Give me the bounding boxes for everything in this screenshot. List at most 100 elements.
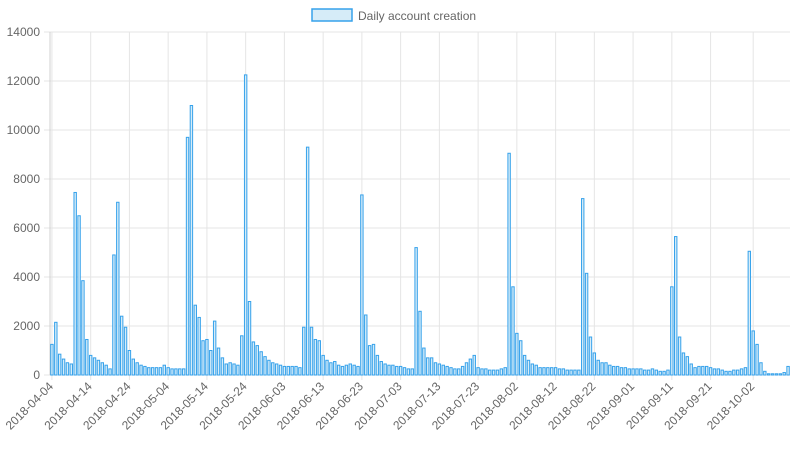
bar[interactable] [236,364,240,376]
bar[interactable] [774,373,779,376]
bar[interactable] [100,362,104,376]
bar[interactable] [751,330,755,376]
bar[interactable] [50,343,54,376]
bar[interactable] [522,354,527,376]
bar[interactable] [538,367,542,376]
bar[interactable] [364,314,368,376]
bar[interactable] [755,343,759,376]
bar[interactable] [104,364,108,376]
bar[interactable] [600,362,604,376]
bar[interactable] [228,362,232,376]
bar[interactable] [557,368,562,376]
bar[interactable] [305,146,310,376]
bar[interactable] [627,368,631,376]
bar[interactable] [371,343,376,376]
bar[interactable] [166,367,170,376]
bar[interactable] [123,326,128,376]
bar[interactable] [197,316,201,376]
bar[interactable] [495,369,500,376]
bar[interactable] [391,364,395,376]
bar[interactable] [73,191,77,376]
bar[interactable] [441,364,445,376]
bar[interactable] [542,367,546,376]
bar[interactable] [608,364,612,376]
bar[interactable] [375,354,380,376]
bar[interactable] [681,352,686,376]
bar[interactable] [728,370,732,376]
bar[interactable] [437,363,442,376]
bar[interactable] [476,367,480,376]
bar[interactable] [414,247,418,376]
bar[interactable] [325,359,329,376]
bar[interactable] [147,367,151,376]
bar[interactable] [743,367,748,376]
bar[interactable] [402,367,407,376]
bar[interactable] [697,365,701,376]
bar[interactable] [511,286,515,376]
bar[interactable] [577,369,581,376]
bar[interactable] [592,352,597,376]
bar[interactable] [282,365,287,376]
bar[interactable] [201,340,205,376]
bar[interactable] [263,356,267,376]
bar[interactable] [639,368,643,376]
bar[interactable] [302,326,306,376]
bar[interactable] [178,368,182,376]
bar[interactable] [367,345,372,376]
bar[interactable] [429,357,434,376]
bar[interactable] [96,359,101,376]
bar[interactable] [503,367,507,376]
bar[interactable] [259,351,263,376]
bar[interactable] [561,368,566,376]
bar[interactable] [685,356,690,376]
bar[interactable] [410,368,414,376]
bar[interactable] [689,363,693,376]
bar[interactable] [81,280,85,376]
bar[interactable] [666,369,670,376]
bar[interactable] [232,363,236,376]
bar[interactable] [507,152,511,376]
bar[interactable] [216,347,221,376]
bar[interactable] [395,365,399,376]
bar[interactable] [88,354,93,376]
bar[interactable] [243,74,248,376]
bar[interactable] [251,341,256,376]
bar[interactable] [445,365,449,376]
bar[interactable] [329,362,333,376]
bar[interactable] [623,367,628,376]
bar[interactable] [77,215,81,376]
bar[interactable] [127,350,132,376]
bar[interactable] [736,369,740,376]
bar[interactable] [170,368,174,376]
bar[interactable] [317,340,321,376]
bar[interactable] [181,368,186,376]
bar[interactable] [271,362,275,376]
bar[interactable] [472,354,476,376]
bar[interactable] [670,286,674,376]
bar[interactable] [309,326,314,376]
bar[interactable] [550,367,554,376]
bar[interactable] [654,369,659,376]
bar[interactable] [612,365,616,376]
bar[interactable] [321,354,325,376]
bar[interactable] [619,367,624,376]
bar[interactable] [426,357,430,376]
bar[interactable] [553,367,558,376]
bar[interactable] [336,364,341,376]
bar[interactable] [360,194,364,376]
bar[interactable] [65,362,70,376]
bar[interactable] [298,367,302,376]
bar[interactable] [732,369,736,376]
bar[interactable] [786,365,790,376]
bar[interactable] [344,364,349,376]
bar[interactable] [422,347,426,376]
bar[interactable] [108,368,112,376]
bar[interactable] [398,365,403,376]
bar[interactable] [480,368,484,376]
bar[interactable] [662,370,666,376]
bar[interactable] [720,369,724,376]
bar[interactable] [119,315,124,376]
bar[interactable] [54,321,58,376]
bar[interactable] [468,358,473,376]
bar[interactable] [212,320,217,376]
